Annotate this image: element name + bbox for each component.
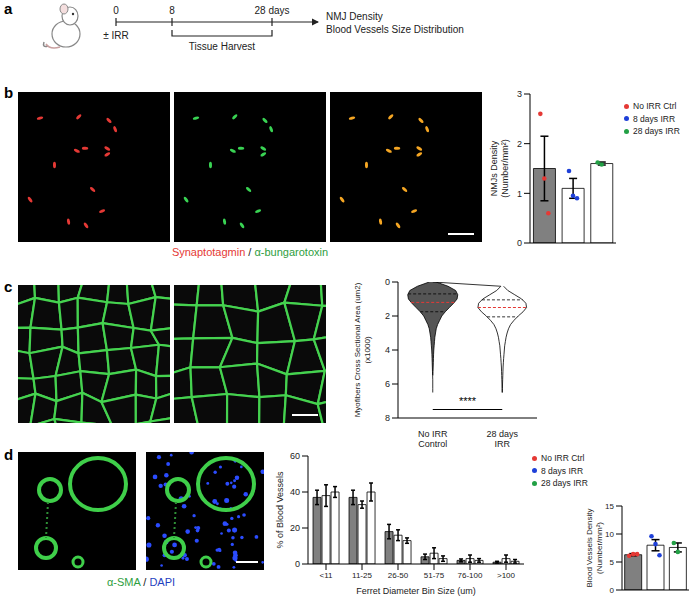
svg-text:0: 0 [295,559,300,569]
svg-text:26-50: 26-50 [388,571,409,580]
svg-text:<11: <11 [320,571,334,580]
svg-text:5: 5 [610,558,615,567]
html-text:b: b [4,84,14,101]
svg-text:8: 8 [385,413,390,423]
svg-text:15: 15 [605,502,614,511]
svg-text:2: 2 [385,311,390,321]
svg-text:60: 60 [290,451,300,461]
svg-text:11-25: 11-25 [352,571,372,580]
html-text:28 days IRR: 28 days IRR [541,478,588,488]
svg-text:% of Blood Vessels: % of Blood Vessels [275,471,285,549]
svg-text:51-75: 51-75 [424,571,445,580]
svg-text:Tissue Harvest: Tissue Harvest [189,41,256,52]
svg-text:****: **** [459,395,477,407]
svg-text:Myofibers Cross Sectional Area: Myofibers Cross Sectional Area (um2)(x10… [353,282,372,417]
svg-text:0: 0 [517,238,522,248]
svg-text:Blood Vessels Size Distributio: Blood Vessels Size Distribution [326,24,464,35]
svg-text:0: 0 [385,277,390,287]
html-text:No IRR Ctrl: No IRR Ctrl [541,453,585,463]
svg-text:Blood Vessels Density(Number/m: Blood Vessels Density(Number/mm²) [585,508,604,587]
html-text:8 days IRR: 8 days IRR [633,113,675,124]
html-text:No IRR Ctrl: No IRR Ctrl [633,101,677,111]
svg-text:0: 0 [610,586,615,595]
html-text:c: c [4,278,13,295]
svg-text:76-100: 76-100 [458,571,483,580]
svg-text:3: 3 [517,89,522,99]
html-text:d: d [4,446,14,463]
svg-text:10: 10 [605,530,614,539]
svg-text:Ferret Diameter Bin Size (um): Ferret Diameter Bin Size (um) [356,586,476,596]
svg-text:± IRR: ± IRR [103,30,129,41]
svg-text:28 days: 28 days [254,5,289,16]
svg-text:NMJs Density(Number/mm²): NMJs Density(Number/mm²) [489,139,510,198]
svg-text:40: 40 [290,487,300,497]
html-text:a: a [4,0,13,17]
svg-text:NMJ Density: NMJ Density [326,11,383,22]
svg-text:4: 4 [385,345,390,355]
html-text:α-SMA / DAPI: α-SMA / DAPI [106,576,176,588]
svg-text:0: 0 [113,5,119,16]
html-text:Synaptotagmin / α-bungarotoxin: Synaptotagmin / α-bungarotoxin [171,246,329,258]
svg-text:6: 6 [385,379,390,389]
svg-text:1: 1 [517,189,522,199]
svg-text:28 daysIRR: 28 daysIRR [486,429,518,448]
html-text:28 days IRR: 28 days IRR [633,126,680,136]
svg-text:>100: >100 [497,571,516,580]
html-text:8 days IRR: 8 days IRR [541,465,583,476]
svg-text:2: 2 [517,139,522,149]
svg-text:No IRRControl: No IRRControl [418,429,448,448]
svg-text:8: 8 [169,5,175,16]
svg-text:20: 20 [290,523,300,533]
